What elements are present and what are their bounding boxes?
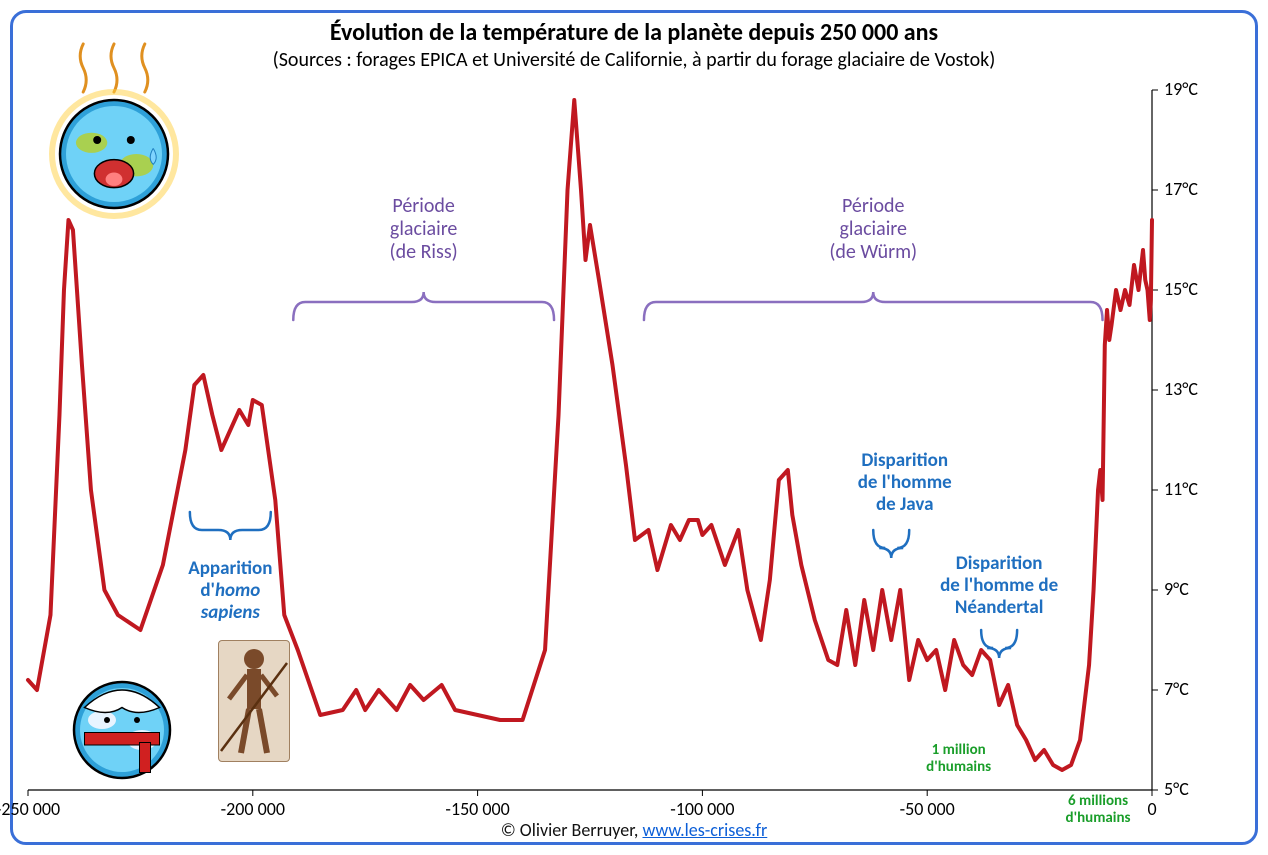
homo-sapiens-label: Apparitiond'homosapiens [140, 558, 320, 624]
y-tick-label: 19°C [1164, 78, 1198, 100]
y-tick-label: 5°C [1164, 778, 1189, 800]
x-tick-label: -200 000 [221, 798, 285, 820]
credit-link[interactable]: www.les-crises.fr [642, 819, 767, 841]
cold-earth-icon [72, 680, 172, 780]
neandertal-label: Disparitionde l'homme deNéandertal [909, 553, 1089, 619]
java-man-label: Disparitionde l'hommede Java [815, 450, 995, 516]
chart-plot [0, 0, 1268, 855]
glacial-riss-label: Périodeglaciaire(de Riss) [334, 195, 514, 264]
y-tick-label: 15°C [1164, 278, 1198, 300]
y-tick-label: 13°C [1164, 378, 1198, 400]
y-tick-label: 17°C [1164, 178, 1198, 200]
chart-credit: © Olivier Berruyer, www.les-crises.fr [0, 819, 1268, 841]
y-tick-label: 9°C [1164, 578, 1189, 600]
x-tick-label: -100 000 [670, 798, 734, 820]
credit-text: © Olivier Berruyer, [501, 819, 643, 841]
y-tick-label: 11°C [1164, 478, 1198, 500]
x-tick-label: 0 [1147, 798, 1156, 820]
glacial-wurm-label: Périodeglaciaire(de Würm) [783, 195, 963, 264]
x-tick-label: -250 000 [0, 798, 60, 820]
y-tick-label: 7°C [1164, 678, 1189, 700]
chart-frame: Évolution de la température de la planèt… [0, 0, 1268, 855]
x-tick-label: -150 000 [445, 798, 509, 820]
population-1m-label: 1 milliond'humains [869, 742, 1049, 777]
x-tick-label: -50 000 [900, 798, 955, 820]
hot-earth-icon [58, 98, 170, 210]
homo-sapiens-image [218, 640, 290, 762]
